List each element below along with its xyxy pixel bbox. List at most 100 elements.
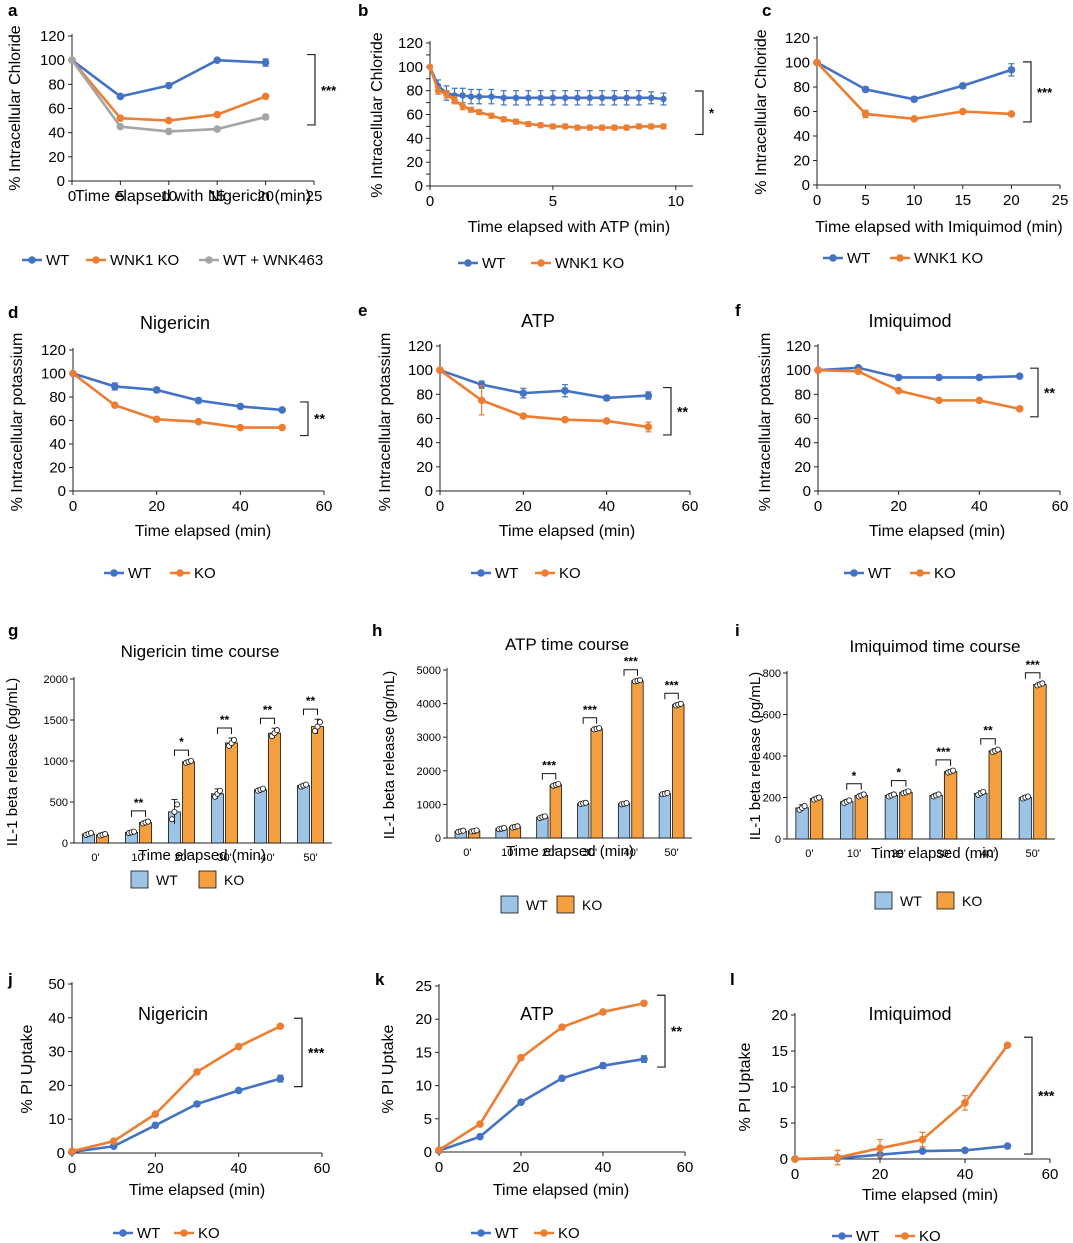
x-tick-label: 0 [791, 1166, 799, 1183]
data-point [558, 1023, 566, 1031]
replicate-dot [173, 801, 180, 808]
legend-marker [829, 254, 837, 262]
replicate-dot [582, 799, 589, 806]
legend-swatch [198, 870, 217, 889]
data-point [537, 94, 544, 102]
series-line [439, 368, 649, 400]
legend-label: WT [137, 1225, 160, 1242]
x-tick-label: 20 [1003, 192, 1020, 209]
x-tick-label: 0' [805, 848, 813, 860]
chart-title: Nigericin time course [121, 642, 280, 661]
x-tick-label: 40 [232, 498, 249, 515]
data-point [910, 95, 918, 104]
y-tick-label: 0 [58, 483, 66, 500]
bar-ko [943, 771, 958, 840]
series-line [438, 1001, 645, 1152]
replicate-dot [514, 823, 521, 830]
legend-label: WT [156, 872, 178, 888]
bar-wt [840, 801, 854, 840]
bar-wt [577, 802, 590, 839]
y-tick-label: 60 [406, 107, 423, 124]
series-wt [813, 58, 1016, 104]
legend-marker [540, 1229, 548, 1237]
data-point [648, 94, 655, 102]
data-point [152, 386, 161, 394]
significance-bracket [695, 90, 704, 136]
data-point [261, 113, 270, 121]
replicate-dot [677, 700, 684, 707]
data-point [1015, 405, 1024, 413]
y-axis-label: % Intracellular Chloride [369, 32, 386, 198]
x-tick-label: 60 [314, 1160, 331, 1177]
data-point [813, 58, 821, 67]
y-tick-label: 60 [794, 411, 811, 428]
x-tick-label: 0' [463, 847, 471, 859]
data-point [194, 417, 203, 426]
data-point [598, 94, 606, 102]
panel-letter: d [8, 303, 18, 322]
y-tick-label: 100 [398, 59, 423, 76]
y-tick-label: 100 [41, 366, 66, 383]
series-line [71, 1077, 281, 1154]
significance-label: * [179, 735, 184, 749]
legend-swatch [874, 891, 893, 910]
x-axis-label: Time elapsed with Imiquimod (min) [815, 219, 1062, 236]
bar-ko [590, 728, 603, 839]
data-point [602, 417, 611, 425]
data-point [517, 1098, 525, 1106]
data-point [213, 125, 221, 133]
series-line [817, 368, 1020, 411]
replicate-dot [555, 781, 562, 788]
panel-e: e ATP 0 20 40 60 80 100 120 0 20 40 60 Time elapsed (… [358, 301, 698, 582]
chart-title: Imiquimod [868, 1004, 951, 1024]
y-axis-label: % PI Uptake [380, 1024, 397, 1113]
x-tick-label: 10 [667, 193, 684, 210]
y-tick-label: 0 [775, 834, 781, 846]
bar-wt [658, 793, 671, 839]
y-tick-label: 50 [48, 976, 65, 993]
legend-label: WT [128, 565, 151, 582]
data-point [193, 1068, 201, 1076]
y-tick-label: 80 [406, 83, 423, 100]
x-axis-label: Time elapsed (min) [506, 843, 634, 860]
bar-ko [809, 798, 824, 840]
significance-label: * [709, 106, 715, 121]
data-point [519, 412, 528, 420]
bar-wt [297, 785, 310, 844]
x-tick-label: 5 [861, 192, 869, 209]
x-axis-label: Time elapsed (min) [871, 845, 999, 862]
data-point [426, 63, 434, 71]
x-tick-label: 10' [131, 852, 145, 864]
panel-letter: l [730, 970, 735, 989]
panel-letter: e [358, 301, 367, 320]
series-wt-wnk463 [68, 56, 270, 136]
x-axis-label: Time elapsed with ATP (min) [468, 219, 670, 236]
chart-title: ATP time course [505, 635, 629, 654]
series-line [816, 61, 1012, 121]
significance-bracket [582, 717, 598, 724]
y-tick-label: 25 [415, 978, 432, 995]
data-point [477, 380, 486, 389]
x-tick-label: 10' [501, 847, 515, 859]
significance-bracket [173, 749, 190, 757]
data-point [475, 108, 483, 116]
significance-label: *** [1026, 658, 1040, 672]
y-tick-label: 20 [794, 459, 811, 476]
data-point [500, 116, 507, 123]
data-point [660, 95, 667, 103]
bar-ko [631, 680, 644, 839]
chart-title: Nigericin [138, 1004, 208, 1024]
series-ko [791, 1041, 1012, 1166]
data-point [623, 94, 630, 102]
significance-label: ** [314, 411, 325, 427]
data-point [1003, 1041, 1012, 1050]
data-point [1003, 1142, 1012, 1150]
bar-ko [988, 750, 1002, 840]
bar-ko [311, 726, 324, 844]
data-point [488, 112, 495, 119]
bar-wt [1018, 797, 1033, 840]
y-tick-label: 120 [40, 28, 65, 45]
x-tick-label: 50' [664, 847, 678, 859]
data-point [476, 1132, 484, 1141]
replicate-dot [860, 791, 867, 798]
